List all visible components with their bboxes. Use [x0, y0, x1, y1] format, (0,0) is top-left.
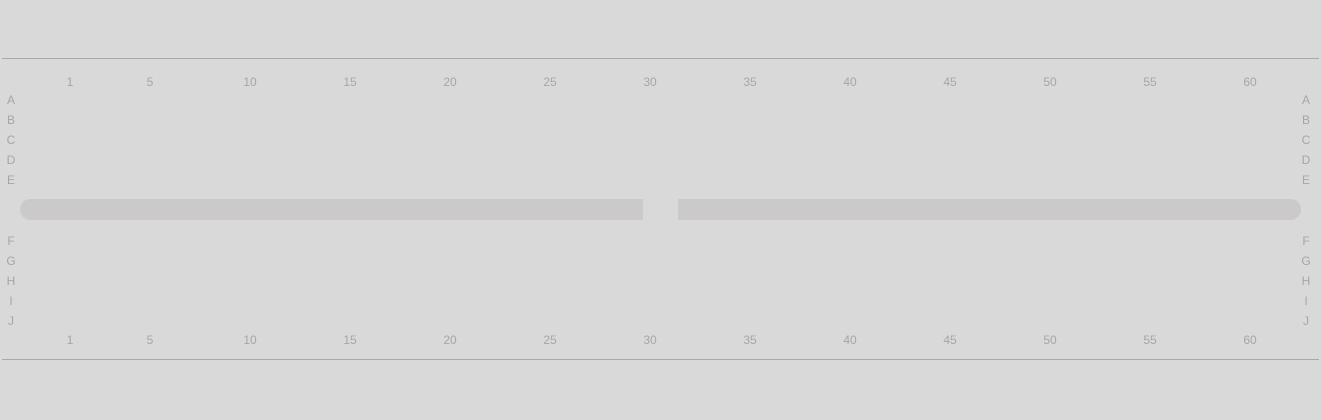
left-row-label: H [6, 274, 16, 288]
top-column-label: 1 [66, 75, 74, 89]
top-column-label: 20 [443, 75, 457, 89]
right-row-label: C [1301, 133, 1311, 147]
top-column-label: 50 [1043, 75, 1057, 89]
top-column-label: 30 [643, 75, 657, 89]
top-column-label: 35 [743, 75, 757, 89]
left-row-label: B [6, 113, 15, 127]
right-row-label: B [1301, 113, 1310, 127]
top-column-label: 10 [243, 75, 257, 89]
bottom-divider-line [2, 359, 1319, 360]
bottom-column-label: 1 [66, 333, 74, 347]
bottom-column-label: 40 [843, 333, 857, 347]
left-row-label: I [9, 294, 13, 308]
bottom-column-label: 20 [443, 333, 457, 347]
right-row-label: G [1301, 254, 1311, 268]
bottom-column-label: 50 [1043, 333, 1057, 347]
top-column-label: 5 [146, 75, 154, 89]
left-row-label: F [7, 234, 15, 248]
right-row-label: F [1302, 234, 1310, 248]
bottom-column-label: 15 [343, 333, 357, 347]
top-column-label: 55 [1143, 75, 1157, 89]
right-row-label: D [1301, 153, 1311, 167]
bottom-column-label: 25 [543, 333, 557, 347]
right-row-label: H [1301, 274, 1311, 288]
top-column-label: 40 [843, 75, 857, 89]
left-row-label: G [6, 254, 16, 268]
bottom-column-label: 10 [243, 333, 257, 347]
right-row-label: J [1303, 314, 1309, 328]
left-row-label: A [6, 93, 15, 107]
top-column-label: 45 [943, 75, 957, 89]
right-row-label: I [1304, 294, 1308, 308]
bottom-column-label: 35 [743, 333, 757, 347]
bottom-column-label: 45 [943, 333, 957, 347]
top-divider-line [2, 58, 1319, 59]
right-row-label: E [1301, 173, 1310, 187]
bottom-column-label: 30 [643, 333, 657, 347]
left-row-label: D [6, 153, 16, 167]
bottom-column-label: 60 [1243, 333, 1257, 347]
bottom-column-label: 5 [146, 333, 154, 347]
top-column-label: 25 [543, 75, 557, 89]
top-column-label: 60 [1243, 75, 1257, 89]
aisle-strip-right [678, 199, 1301, 220]
aisle-strip-left [20, 199, 643, 220]
left-row-label: E [6, 173, 15, 187]
right-row-label: A [1301, 93, 1310, 107]
top-column-label: 15 [343, 75, 357, 89]
left-row-label: C [6, 133, 16, 147]
left-row-label: J [8, 314, 14, 328]
bottom-column-label: 55 [1143, 333, 1157, 347]
